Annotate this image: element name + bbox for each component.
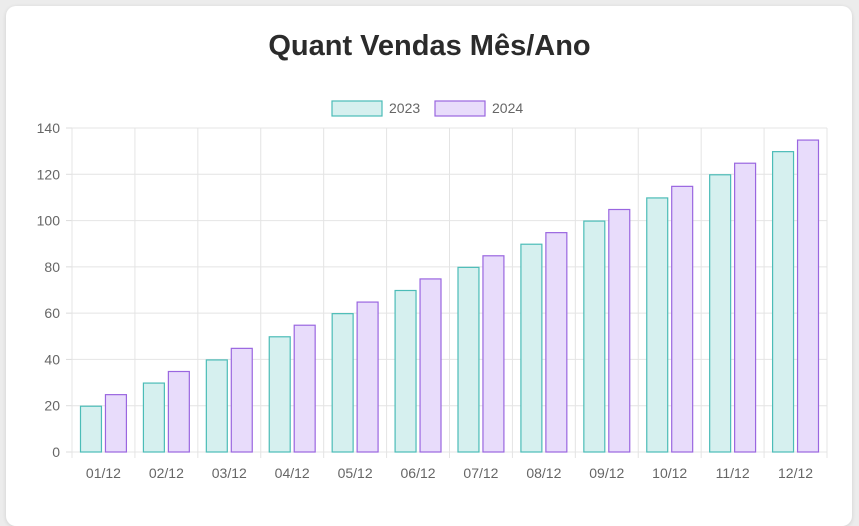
x-tick-label: 12/12 [778, 465, 813, 481]
bar-2024-01/12 [104, 394, 128, 453]
y-tick-label: 60 [44, 305, 60, 321]
y-tick-label: 120 [37, 166, 61, 182]
chart-title: Quant Vendas Mês/Ano [268, 30, 591, 62]
x-tick-label: 06/12 [401, 465, 436, 481]
bar-2024-12/12 [796, 139, 820, 453]
bar-2024-03/12 [230, 347, 253, 453]
bar-2023-06/12 [394, 289, 417, 453]
x-tick-label: 10/12 [652, 465, 687, 481]
legend-swatch-2023 [331, 100, 383, 117]
bar-2024-04/12 [293, 324, 316, 453]
bar-2023-10/12 [646, 197, 669, 453]
bar-2024-07/12 [482, 255, 505, 453]
bar-2024-09/12 [608, 208, 631, 453]
x-tick-label: 04/12 [275, 465, 310, 481]
bar-2023-08/12 [520, 243, 543, 453]
x-tick-label: 08/12 [526, 465, 561, 481]
bar-2023-05/12 [331, 313, 354, 453]
legend-swatch-2024 [434, 100, 486, 117]
bar-2024-02/12 [167, 370, 190, 453]
y-tick-label: 100 [37, 213, 61, 229]
bar-2024-05/12 [356, 301, 379, 453]
x-tick-label: 03/12 [212, 465, 247, 481]
bar-2024-10/12 [671, 185, 694, 453]
x-tick-label: 07/12 [463, 465, 498, 481]
bar-2023-04/12 [268, 336, 291, 453]
x-tick-label: 02/12 [149, 465, 184, 481]
x-tick-label: 11/12 [716, 465, 750, 481]
bar-2023-03/12 [205, 359, 228, 453]
bar-2023-09/12 [583, 220, 606, 453]
bar-2023-07/12 [457, 266, 480, 453]
legend-label-2023: 2023 [389, 100, 420, 116]
bar-2023-02/12 [142, 382, 165, 453]
y-tick-label: 0 [52, 444, 60, 460]
y-tick-label: 140 [37, 120, 61, 136]
bar-2023-01/12 [79, 405, 103, 453]
y-tick-label: 80 [44, 259, 60, 275]
x-tick-label: 01/12 [86, 465, 121, 481]
legend-label-2024: 2024 [492, 100, 523, 116]
bar-2023-12/12 [771, 151, 795, 453]
x-tick-label: 05/12 [338, 465, 373, 481]
x-tick-label: 09/12 [589, 465, 624, 481]
bar-chart: 0 20 40 60 80 100 120 140 01/12 02/12 03/12 04/12 05… [37, 100, 828, 481]
bar-2023-11/12 [709, 174, 732, 453]
y-tick-label: 20 [44, 398, 60, 414]
bar-2024-06/12 [419, 278, 442, 453]
y-tick-label: 40 [44, 351, 60, 367]
bar-2024-08/12 [545, 232, 568, 453]
bar-2024-11/12 [734, 162, 757, 453]
